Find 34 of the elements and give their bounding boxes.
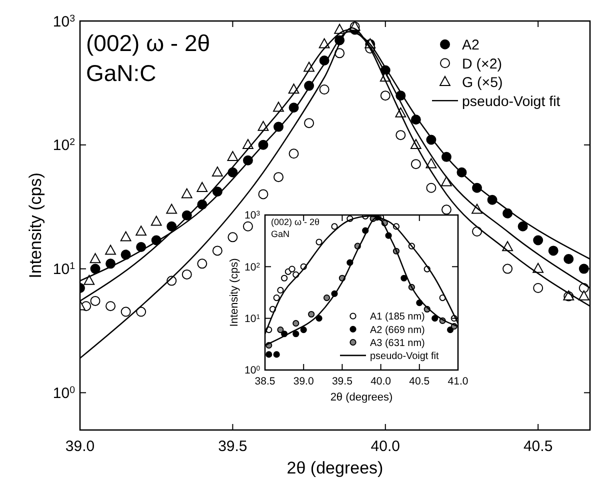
- legend-label: A3 (631 nm): [370, 338, 425, 349]
- legend-label: A2 (669 nm): [370, 324, 425, 336]
- legend-label: A2: [462, 38, 480, 54]
- x-tick-label: 39.5: [218, 438, 248, 455]
- annotation: GaN: [271, 229, 290, 239]
- y-axis-title: Intensity (cps): [26, 172, 45, 278]
- x-tick-label: 39.5: [332, 376, 353, 388]
- y-tick-label: 10$^{0}$: [52, 384, 76, 402]
- x-tick-label: 39.0: [293, 376, 314, 388]
- annotation: (002) ω - 2θ: [86, 30, 210, 56]
- y-axis-title: Intensity (cps): [228, 258, 241, 327]
- y-tick-label: 10$^{3}$: [244, 210, 260, 222]
- y-tick-label: 10$^{1}$: [52, 260, 75, 278]
- y-tick-label: 10$^{3}$: [52, 12, 75, 30]
- legend-label: A1 (185 nm): [370, 312, 425, 323]
- y-tick-label: 10$^{2}$: [244, 261, 260, 274]
- x-tick-label: 40.5: [409, 376, 430, 388]
- annotation: GaN:C: [86, 60, 156, 86]
- x-axis-title: 2θ (degrees): [286, 458, 384, 478]
- legend-label: pseudo-Voigt fit: [462, 94, 560, 110]
- legend-label: G (×5): [462, 75, 503, 92]
- legend-label: D (×2): [462, 56, 502, 72]
- y-tick-label: 10$^{1}$: [244, 313, 260, 326]
- y-tick-label: 10$^{2}$: [52, 136, 75, 154]
- x-tick-label: 40.0: [370, 438, 400, 455]
- legend-label: pseudo-Voigt fit: [370, 351, 439, 362]
- annotation: (002) ω - 2θ: [271, 217, 320, 227]
- x-tick-label: 38.5: [254, 376, 276, 388]
- x-tick-label: 40.0: [370, 376, 392, 388]
- y-tick-label: 10$^{0}$: [244, 364, 260, 377]
- x-tick-label: 41.0: [448, 376, 468, 388]
- x-tick-label: 40.5: [523, 438, 553, 455]
- x-tick-label: 39.0: [65, 438, 95, 455]
- x-axis-title: 2θ (degrees): [330, 391, 393, 404]
